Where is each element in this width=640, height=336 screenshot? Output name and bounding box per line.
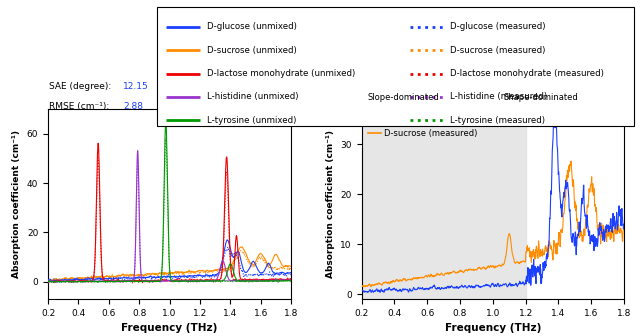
Text: L-histidine (unmixed): L-histidine (unmixed) bbox=[207, 92, 298, 101]
Text: RMSE (cm⁻¹):: RMSE (cm⁻¹): bbox=[49, 102, 113, 111]
Text: D-sucrose (measured): D-sucrose (measured) bbox=[450, 46, 545, 55]
FancyBboxPatch shape bbox=[157, 7, 634, 126]
Text: Shape-dominated: Shape-dominated bbox=[504, 93, 578, 102]
Text: D-glucose (unmixed): D-glucose (unmixed) bbox=[207, 23, 297, 32]
Text: Slope-dominated: Slope-dominated bbox=[367, 93, 439, 102]
Text: L-tyrosine (unmixed): L-tyrosine (unmixed) bbox=[207, 116, 296, 125]
Text: L-tyrosine (measured): L-tyrosine (measured) bbox=[450, 116, 545, 125]
Y-axis label: Absorption coefficient (cm⁻¹): Absorption coefficient (cm⁻¹) bbox=[326, 130, 335, 278]
X-axis label: Frequency (THz): Frequency (THz) bbox=[122, 323, 218, 333]
Text: L-histidine (measured): L-histidine (measured) bbox=[450, 92, 547, 101]
Text: D-lactose monohydrate (unmixed): D-lactose monohydrate (unmixed) bbox=[207, 69, 355, 78]
Text: D-lactose monohydrate (measured): D-lactose monohydrate (measured) bbox=[450, 69, 604, 78]
Text: D-glucose (measured): D-glucose (measured) bbox=[450, 23, 545, 32]
Bar bbox=[362, 109, 525, 299]
Legend: D-glucose (measured), D-sucrose (measured): D-glucose (measured), D-sucrose (measure… bbox=[366, 113, 480, 140]
X-axis label: Frequency (THz): Frequency (THz) bbox=[445, 323, 541, 333]
Text: 12.15: 12.15 bbox=[123, 82, 148, 91]
Y-axis label: Absorption coefficient (cm⁻¹): Absorption coefficient (cm⁻¹) bbox=[12, 130, 21, 278]
Text: SAE (degree):: SAE (degree): bbox=[49, 82, 115, 91]
Text: 2.88: 2.88 bbox=[123, 102, 143, 111]
Text: D-sucrose (unmixed): D-sucrose (unmixed) bbox=[207, 46, 296, 55]
